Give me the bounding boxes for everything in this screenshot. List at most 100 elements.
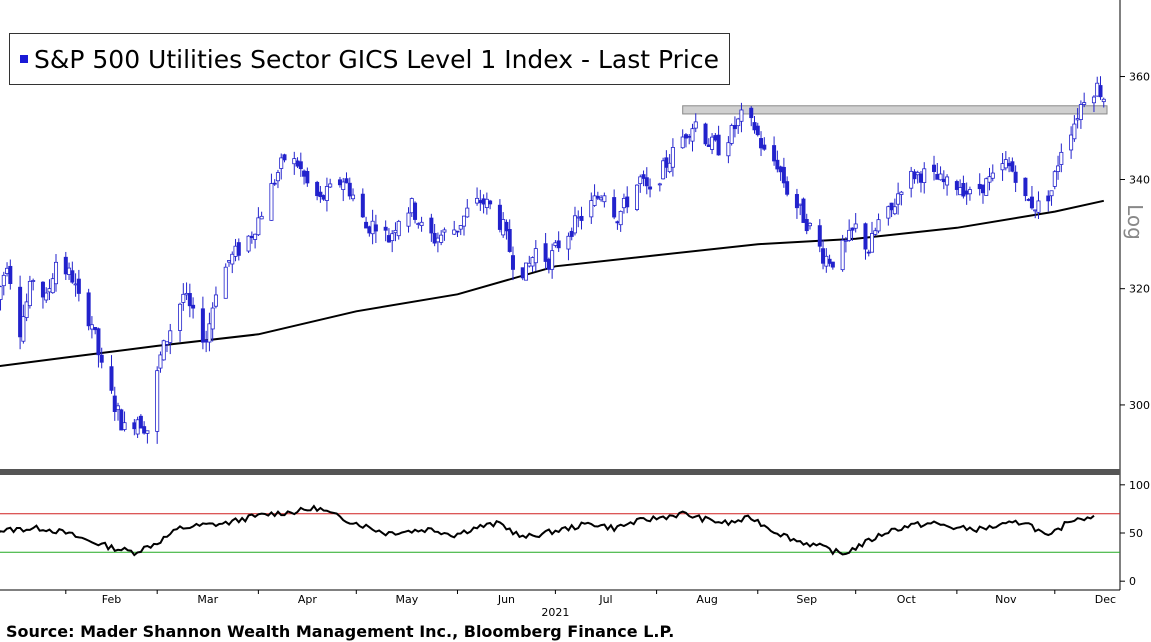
candle-body [589,200,594,218]
candle-body [458,225,463,230]
candle-body [530,257,535,267]
candle-body [351,194,356,200]
osc-tick-label: 0 [1129,575,1136,588]
candle-body [749,107,754,119]
candle-body [416,223,421,225]
candle-body [1007,162,1012,167]
y-tick-label: 340 [1129,173,1150,186]
candle-body [1046,195,1051,202]
candle-body [93,327,98,331]
y-tick-label: 360 [1129,71,1150,84]
candle-body [393,229,398,234]
candle-body [772,145,777,162]
candle-body [830,261,835,268]
candle-body [510,255,515,270]
candle-body [236,242,241,256]
candle-body [168,330,173,343]
candle-body [1049,190,1054,197]
candle-body [889,202,894,211]
candle-body [324,186,329,201]
candle-body [576,216,581,219]
candle-body [0,286,3,300]
candle-body [621,197,626,209]
candle-body [667,162,672,173]
candle-body [550,250,555,270]
candle-body [396,220,401,237]
candle-body [935,174,940,180]
candle-body [781,166,786,184]
candle-body [987,176,992,183]
candle-body [259,215,264,220]
candle-body [641,174,646,179]
candle-body [553,242,558,246]
candle-body [1056,165,1061,172]
candle-body [298,161,303,170]
candle-body [710,136,715,150]
candle-body [876,219,881,232]
candle-body [794,194,799,209]
candle-body [164,341,169,345]
candle-body [383,226,388,231]
candle-body [135,419,140,435]
candle-body [866,251,871,254]
candle-body [481,198,486,205]
candle-body [187,293,192,307]
candle-body [638,176,643,185]
candle-body [119,409,124,431]
osc-tick-label: 100 [1129,479,1150,492]
candle-body [341,181,346,190]
candle-body [896,193,901,205]
candle-body [615,221,620,224]
candle-body [344,178,349,184]
candle-body [801,198,806,223]
candle-body [524,262,529,281]
candle-body [40,281,45,298]
candle-body [657,183,662,186]
legend-swatch [20,55,28,63]
candle-body [527,262,532,267]
candle-body [5,267,10,274]
candle-body [1078,104,1083,120]
candle-body [612,197,617,218]
candle-body [892,206,897,215]
candle-body [726,142,731,157]
candle-body [1059,151,1064,165]
candle-body [161,340,166,361]
panel-divider [0,469,1120,475]
candle-body [279,157,284,169]
candle-body [360,193,365,218]
candle-body [24,301,29,318]
candle-body [465,207,470,218]
candle-body [870,233,875,253]
candle-body [406,212,411,227]
candle-body [804,218,809,232]
candle-body [759,138,764,149]
candle-body [732,124,737,130]
oscillator-line [0,504,1095,557]
candle-body [556,240,561,249]
candle-body [367,226,372,234]
candle-body [269,183,274,221]
candle-body [648,186,653,190]
candle-body [321,195,326,200]
candle-body [67,267,72,275]
candle-body [1010,161,1015,172]
candle-body [690,128,695,142]
candle-body [1013,171,1018,183]
candle-body [501,219,506,236]
candle-body [602,195,607,203]
y-tick-label: 300 [1129,399,1150,412]
candle-body [912,171,917,180]
candle-body [778,166,783,173]
candle-body [680,136,685,149]
candle-body [70,270,75,283]
candle-body [432,232,437,244]
candle-body [386,235,391,243]
candle-body [112,395,117,412]
candle-body [821,248,826,264]
moving-average-line [0,199,1105,368]
candle-body [938,173,943,181]
candle-body [670,147,675,168]
candle-body [413,202,418,220]
